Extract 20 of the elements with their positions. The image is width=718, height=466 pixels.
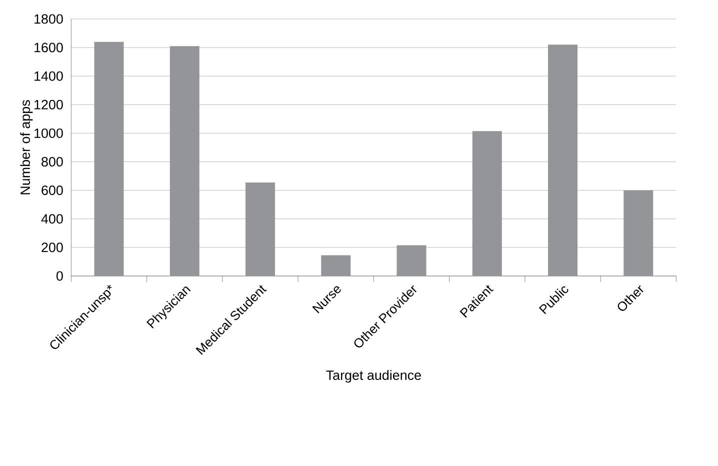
bar (396, 245, 426, 276)
y-axis-title: Number of apps (20, 100, 33, 194)
y-tick-label: 0 (56, 271, 63, 281)
bar (170, 46, 200, 276)
y-tick-label: 1400 (34, 71, 63, 81)
y-tick-label: 1800 (34, 14, 63, 24)
y-tick-label: 400 (41, 214, 63, 224)
y-tick-label: 1000 (34, 128, 63, 138)
bar (94, 42, 124, 276)
y-tick-label: 1600 (34, 42, 63, 52)
bar (624, 190, 654, 276)
y-tick-label: 1200 (34, 100, 63, 110)
x-axis-title: Target audience (326, 370, 421, 383)
bar (321, 255, 351, 276)
y-tick-label: 800 (42, 157, 63, 167)
bar (472, 131, 502, 276)
y-tick-label: 600 (42, 186, 63, 196)
bar (548, 44, 578, 276)
bar (246, 182, 276, 276)
y-tick-label: 200 (42, 242, 63, 252)
